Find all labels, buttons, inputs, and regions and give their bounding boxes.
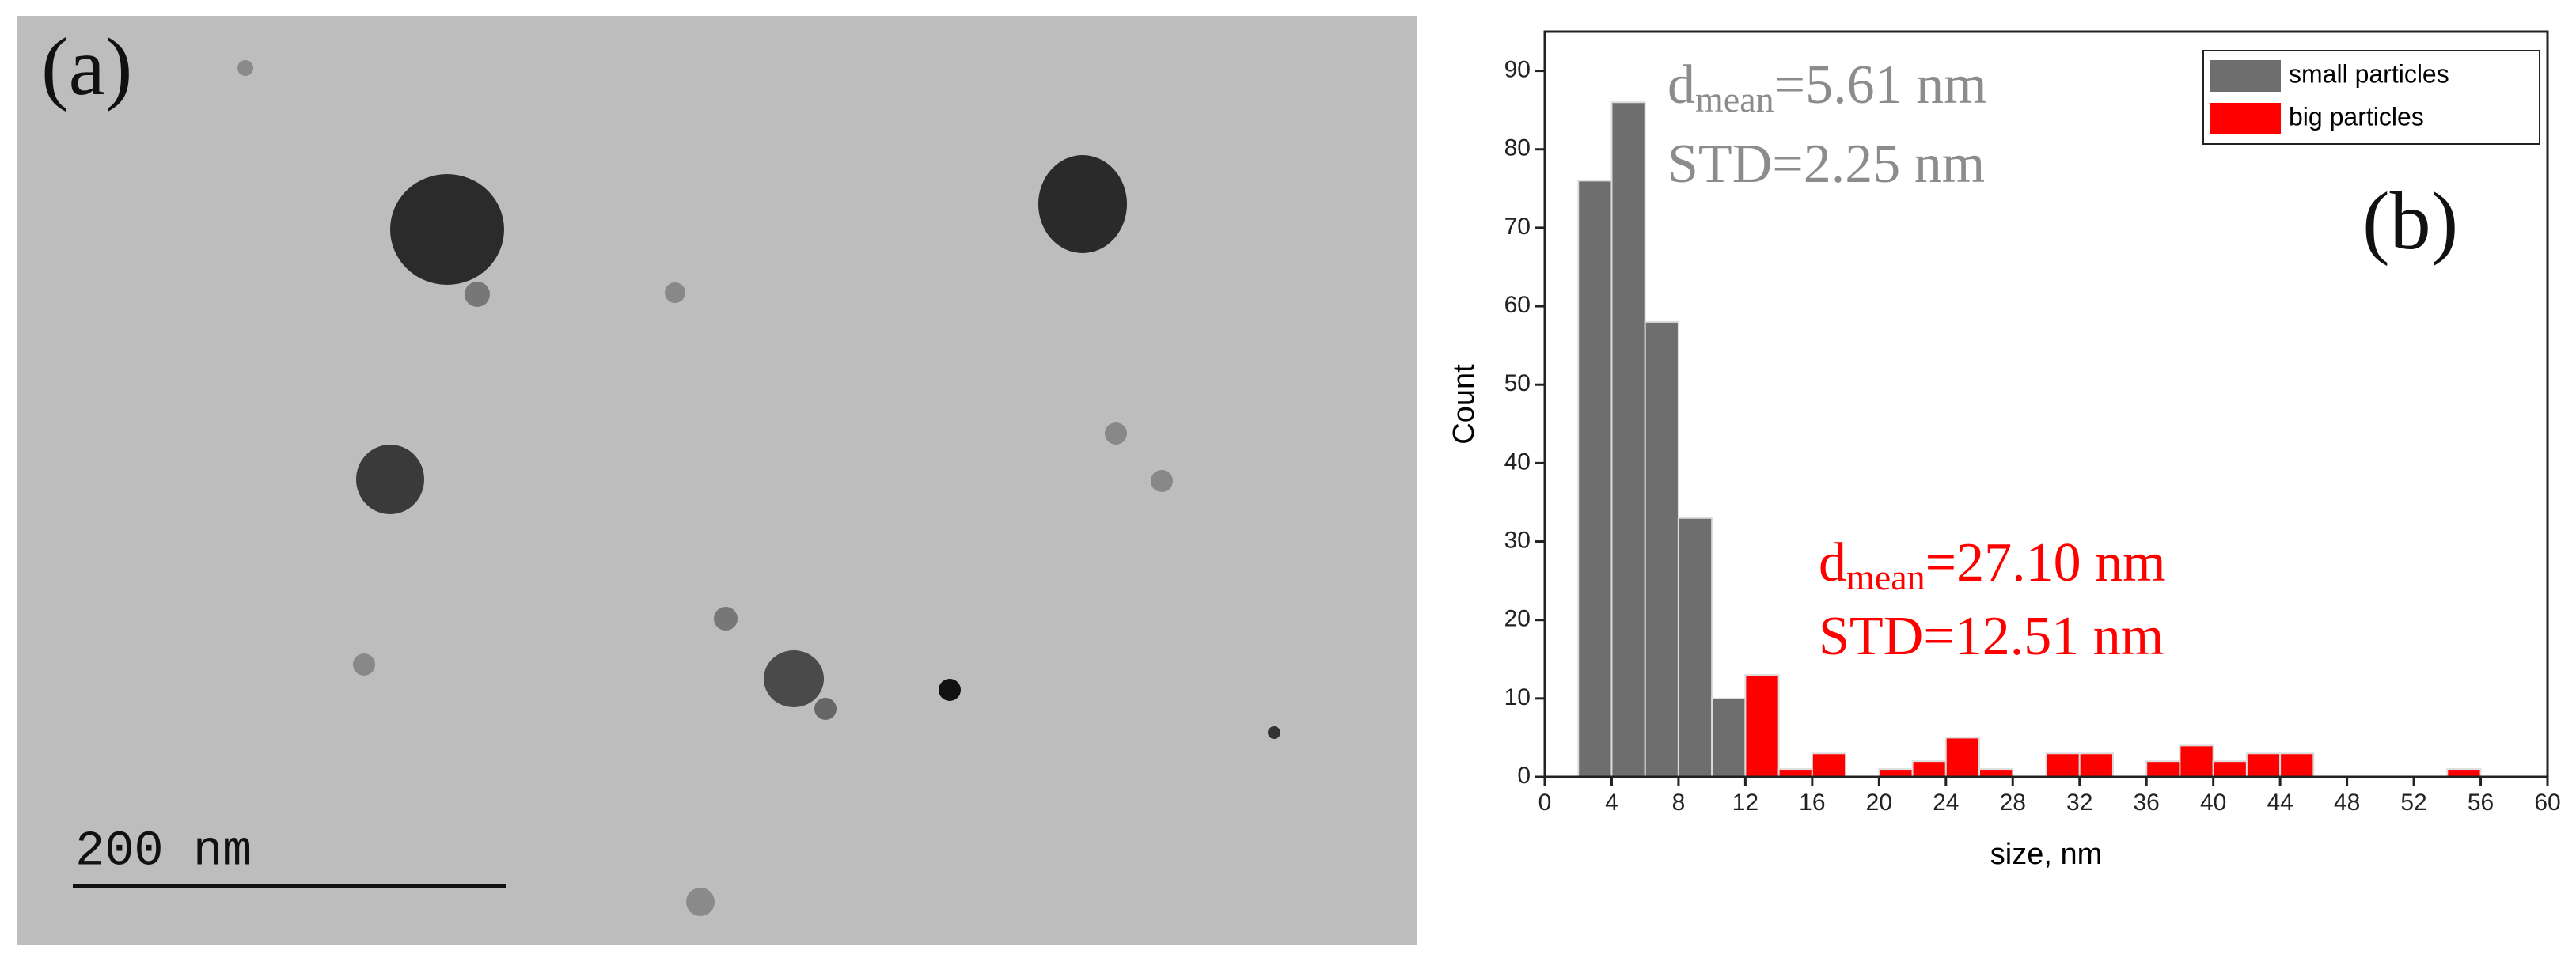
y-tick-label: 50	[1504, 370, 1531, 396]
annotation: STD=12.51 nm	[1819, 606, 2164, 667]
x-tick-label: 0	[1538, 790, 1552, 816]
x-tick-label: 20	[1866, 790, 1892, 816]
bar	[2045, 752, 2081, 778]
x-axis-label: size, nm	[1990, 838, 2102, 871]
annotation-subscript: mean	[1695, 79, 1774, 119]
annotation-text: =5.61 nm	[1774, 55, 1987, 116]
bar	[2245, 752, 2282, 778]
x-tick-label: 4	[1605, 790, 1618, 816]
x-tick-label: 48	[2334, 790, 2360, 816]
bar	[2078, 752, 2114, 778]
plot-frame	[1543, 30, 2549, 778]
x-tick-label: 16	[1799, 790, 1825, 816]
x-tick-label: 8	[1672, 790, 1686, 816]
y-tick-label: 40	[1504, 449, 1531, 475]
panel-label: (b)	[2362, 176, 2458, 267]
particle	[814, 698, 837, 720]
bar	[2179, 744, 2214, 778]
x-tick-label: 52	[2400, 790, 2426, 816]
annotation-text: =27.10 nm	[1925, 532, 2166, 593]
particle	[390, 174, 504, 285]
annotation-subscript: mean	[1846, 557, 1925, 597]
annotation-text: STD=2.25 nm	[1667, 134, 1985, 195]
bar	[2279, 752, 2315, 778]
particle	[1105, 422, 1127, 445]
particle	[237, 60, 253, 76]
x-tick-label: 28	[2000, 790, 2026, 816]
x-tick-label: 12	[1732, 790, 1758, 816]
y-tick-label: 90	[1504, 57, 1531, 83]
bar	[2145, 760, 2181, 778]
y-tick-label: 10	[1504, 684, 1531, 710]
bar	[1644, 320, 1679, 778]
y-tick-label: 30	[1504, 527, 1531, 553]
x-tick-label: 36	[2134, 790, 2160, 816]
legend-label: big particles	[2289, 102, 2424, 131]
particle	[764, 650, 824, 707]
annotation-symbol: d	[1667, 55, 1695, 116]
scale-bar-label: 200 nm	[75, 823, 252, 879]
y-axis-label: Count	[1447, 364, 1481, 445]
bar	[1944, 737, 1981, 778]
legend-label: small particles	[2289, 59, 2449, 88]
particle	[353, 653, 375, 676]
x-tick-label: 60	[2534, 790, 2560, 816]
legend-swatch	[2210, 60, 2281, 92]
x-tick-label: 32	[2066, 790, 2092, 816]
y-tick-label: 20	[1504, 606, 1531, 632]
bar	[1811, 752, 1847, 778]
bar	[1911, 760, 1947, 778]
particle	[356, 445, 424, 514]
x-tick-label: 44	[2267, 790, 2293, 816]
annotation: STD=2.25 nm	[1667, 134, 1985, 195]
particle	[1038, 155, 1127, 253]
y-tick-label: 60	[1504, 292, 1531, 318]
bar	[1711, 697, 1747, 778]
x-tick-label: 40	[2200, 790, 2226, 816]
y-tick-label: 0	[1517, 763, 1531, 789]
tem-image: (a) 200 nm	[17, 16, 1417, 945]
bar	[1610, 101, 1646, 778]
particle	[465, 282, 490, 307]
annotation: dmean=27.10 nm	[1819, 532, 2166, 597]
bar	[1577, 180, 1613, 778]
bar	[1744, 674, 1780, 778]
annotation-text: STD=12.51 nm	[1819, 606, 2164, 667]
legend-swatch	[2210, 103, 2281, 134]
annotation-symbol: d	[1819, 532, 1846, 593]
particle	[665, 282, 685, 303]
y-tick-label: 70	[1504, 214, 1531, 240]
micrograph	[17, 16, 1417, 945]
particle	[939, 679, 961, 701]
x-tick-label: 56	[2468, 790, 2494, 816]
panel-label: (a)	[41, 21, 132, 112]
particle	[686, 888, 715, 916]
bar	[2212, 760, 2248, 778]
annotation: dmean=5.61 nm	[1667, 55, 1987, 119]
y-tick-label: 80	[1504, 135, 1531, 161]
bar	[1677, 517, 1713, 778]
x-tick-label: 24	[1933, 790, 1959, 816]
particle	[1151, 470, 1173, 492]
particle	[714, 607, 738, 631]
particle	[1268, 726, 1280, 739]
